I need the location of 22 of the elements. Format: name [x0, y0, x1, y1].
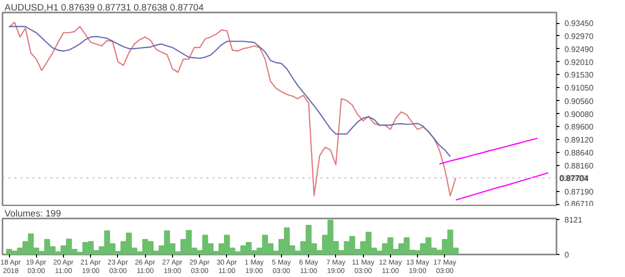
line-series — [8, 22, 456, 196]
y-tick-label: 0.87190 — [564, 188, 594, 197]
y-tick-label: 8121 — [564, 216, 583, 225]
line-series — [8, 26, 451, 158]
y-tick-label: 0.88640 — [564, 148, 594, 158]
chart-title: AUDUSD,H1 0.87639 0.87731 0.87638 0.87704 — [4, 2, 204, 12]
ref-line-label: 0.87704 — [560, 174, 589, 183]
y-tick-label: 0.92490 — [564, 44, 594, 54]
y-tick-label: 0.92010 — [564, 58, 594, 67]
y-tick-label: 0.89120 — [564, 136, 594, 145]
y-tick-label: 0 — [564, 250, 570, 260]
y-tick-label: 0.88160 — [564, 162, 594, 171]
y-tick-label: 0.92970 — [564, 32, 594, 41]
y-tick-label: 0.90560 — [564, 96, 594, 106]
y-tick-label: 0.91530 — [564, 70, 594, 80]
line-series — [438, 138, 538, 165]
y-tick-label: 0.89600 — [564, 122, 594, 132]
y-tick-label: 0.90080 — [564, 110, 594, 119]
y-tick-label: 0.91050 — [564, 84, 594, 93]
line-series — [455, 172, 549, 201]
y-tick-label: 0.93450 — [564, 19, 594, 28]
chart-title: Volumes: 199 — [4, 208, 62, 218]
